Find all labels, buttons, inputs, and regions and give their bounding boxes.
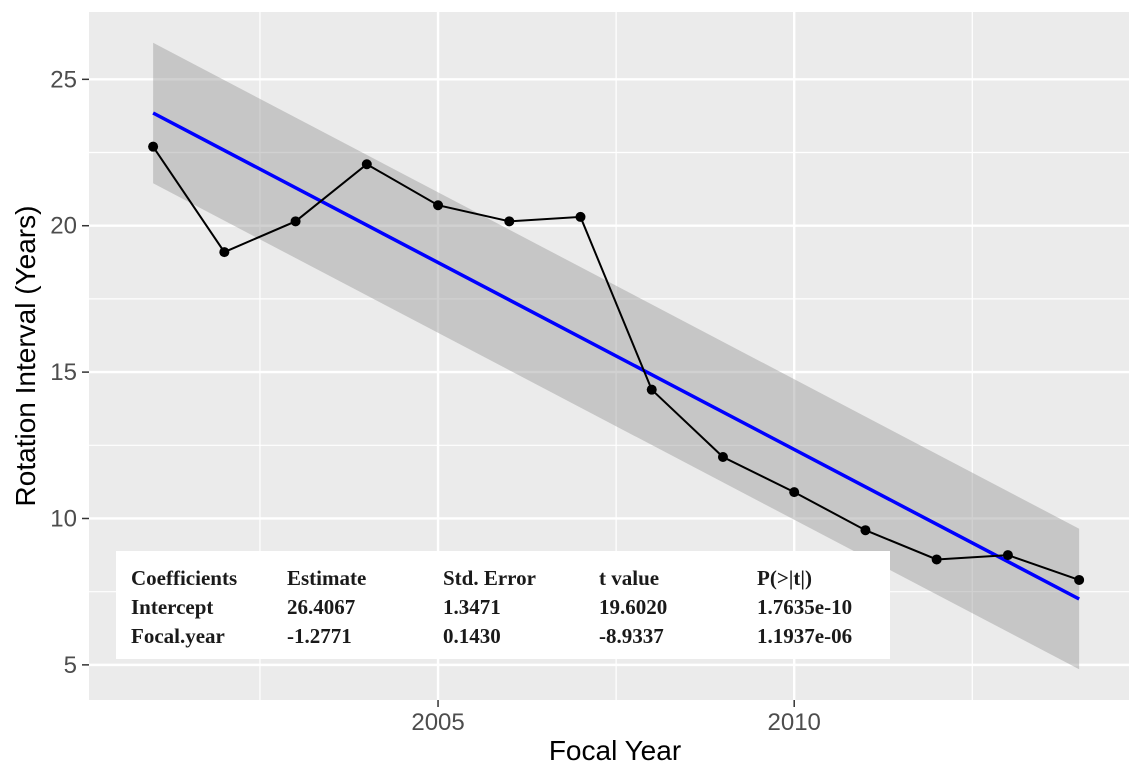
- table-cell: -1.2771: [287, 624, 352, 648]
- data-points: [148, 141, 1085, 585]
- data-point: [148, 141, 159, 152]
- data-point: [1002, 550, 1013, 561]
- data-point: [717, 452, 728, 463]
- data-point: [646, 384, 657, 395]
- table-cell: Intercept: [131, 595, 213, 619]
- table-cell: 0.1430: [443, 624, 501, 648]
- table-cell: 1.7635e-10: [757, 595, 852, 619]
- y-axis-title: Rotation Interval (Years): [10, 206, 41, 507]
- y-tick-label: 15: [50, 359, 77, 386]
- data-point: [1074, 574, 1085, 585]
- x-axis: 2005 2010: [411, 700, 821, 736]
- data-point: [433, 200, 444, 211]
- x-tick-label: 2010: [768, 709, 821, 736]
- data-point: [219, 247, 230, 258]
- regression-line: [152, 111, 1080, 601]
- table-header-cell: Coefficients: [131, 566, 237, 590]
- table-cell: Focal.year: [131, 624, 225, 648]
- data-point: [860, 525, 871, 536]
- y-tick-label: 5: [64, 652, 77, 679]
- data-point: [504, 216, 515, 227]
- data-point: [290, 216, 301, 227]
- data-point: [575, 211, 586, 222]
- table-cell: -8.9337: [599, 624, 664, 648]
- table-cell: 1.3471: [443, 595, 501, 619]
- table-cell: 26.4067: [287, 595, 355, 619]
- data-point: [361, 159, 372, 170]
- table-header-cell: Std. Error: [443, 566, 536, 590]
- table-cell: 19.6020: [599, 595, 667, 619]
- x-axis-title: Focal Year: [549, 735, 681, 766]
- y-tick-label: 20: [50, 213, 77, 240]
- data-point: [931, 554, 942, 565]
- data-point: [789, 487, 800, 498]
- coefficients-table: Coefficients Estimate Std. Error t value P(>…: [116, 551, 890, 659]
- data-series-line: [152, 146, 1080, 581]
- x-tick-label: 2005: [411, 709, 464, 736]
- table-header-cell: Estimate: [287, 566, 366, 590]
- major-gridlines: [89, 12, 1129, 700]
- y-tick-label: 25: [50, 66, 77, 93]
- table-header-cell: t value: [599, 566, 659, 590]
- y-axis: 5 10 15 20 25: [50, 66, 89, 679]
- table-cell: 1.1937e-06: [757, 624, 852, 648]
- y-tick-label: 10: [50, 505, 77, 532]
- table-header-cell: P(>|t|): [757, 566, 812, 590]
- coefficients-table-background: [116, 551, 890, 659]
